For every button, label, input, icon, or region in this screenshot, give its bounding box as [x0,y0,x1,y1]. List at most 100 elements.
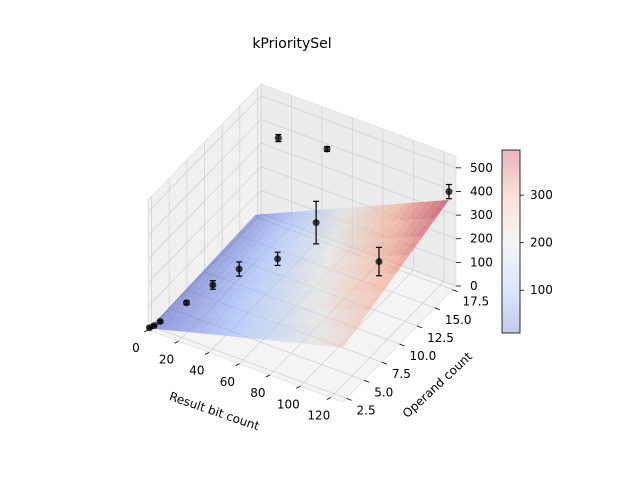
surface-cell [388,255,410,274]
surface-cell [342,238,363,256]
surface-cell [207,302,229,319]
surface-cell [237,304,258,321]
surface-cell [289,306,310,325]
x-tick-mark [265,374,271,378]
surface-cell [201,318,223,335]
x-tick-mark [143,329,149,333]
surface-cell [355,221,377,239]
surface-cell [196,271,218,287]
surface-cell [271,272,292,289]
surface-cell [283,324,305,343]
surface-cell [326,309,348,328]
y-tick-mark [452,289,458,292]
surface-cell [347,291,368,310]
surface-cell [253,322,275,340]
surface-cell [320,327,342,347]
y-tick-label: 12.5 [427,331,454,345]
surface-cell [321,255,343,273]
x-tick-mark [204,352,210,355]
surface-cell [176,285,197,301]
surface-cell [400,219,421,238]
surface-cell [179,316,200,332]
y-tick-mark [399,343,405,347]
surface-cell [331,207,353,225]
x-tick-mark [235,363,240,367]
surface-cell [358,255,380,274]
surface-cell [257,213,278,229]
data-point [445,188,453,196]
surface-cell [318,223,339,241]
surface-cell [229,303,251,320]
x-tick-label: 120 [307,409,330,423]
surface-cell [199,301,221,318]
surface-cell [328,328,349,347]
surface-cell [204,271,225,287]
surface-cell [198,286,220,302]
colorbar-tick-label: 200 [530,236,553,250]
x-axis-label: Result bit count [167,389,261,433]
colorbar-frame [501,149,521,334]
surface-cell [327,239,349,257]
z-tick-label: 400 [470,184,493,198]
surface-cell [217,257,239,272]
surface-cell [249,213,271,229]
surface-cell [248,272,270,288]
surface-cell [162,299,184,315]
colorbar-tick-label: 100 [530,283,553,297]
surface-cell [381,255,402,274]
surface-cell [306,256,328,273]
surface-cell [357,238,378,256]
surface-cell [286,210,308,227]
surface-cell [171,315,193,332]
surface-cell [375,273,396,293]
surface-cell [428,199,449,219]
surface-cell [392,219,414,238]
surface-cell [348,222,369,240]
surface-cell [413,201,435,220]
surface-cell [209,257,231,272]
surface-cell [189,271,210,286]
surface-cell [302,289,324,308]
surface-cell [309,290,331,308]
surface-cell [278,272,300,289]
surface-cell [294,210,315,227]
surface-cell [164,315,186,331]
surface-cell [245,241,267,257]
data-point [274,255,282,263]
surface-cell [233,271,255,288]
surface-cell [304,307,325,326]
surface-cell [242,214,263,229]
y-tick-label: 15.0 [445,313,472,327]
surface-cell [211,271,233,287]
surface-cell [291,256,313,273]
x-tick-label: 100 [277,397,300,411]
grid-line-z-side [147,166,262,283]
surface-cell [298,325,320,344]
surface-cell [305,239,326,257]
surface-cell [251,227,272,243]
surface-cell [156,314,178,330]
surface-cell [353,205,375,223]
y-tick-label: 17.5 [462,295,489,309]
surface-cell [367,273,389,292]
surface-cell [334,238,356,257]
surface-cell [362,291,383,311]
surface-cell [333,222,354,240]
surface-cell [220,287,242,303]
surface-cell [231,320,253,338]
data-point [274,134,282,142]
surface-cell [317,290,339,309]
surface-cell [401,236,423,256]
surface-cell [405,201,427,220]
surface-cell [276,323,297,342]
surface-cell [360,273,382,292]
x-tick-mark [296,385,301,389]
surface-cell [235,287,257,304]
x-tick-label: 20 [159,352,174,366]
surface-cell [340,222,362,240]
x-tick-label: 80 [250,386,265,400]
surface-cell [263,272,285,289]
surface-cell [351,255,373,274]
surface-cell [332,290,353,310]
